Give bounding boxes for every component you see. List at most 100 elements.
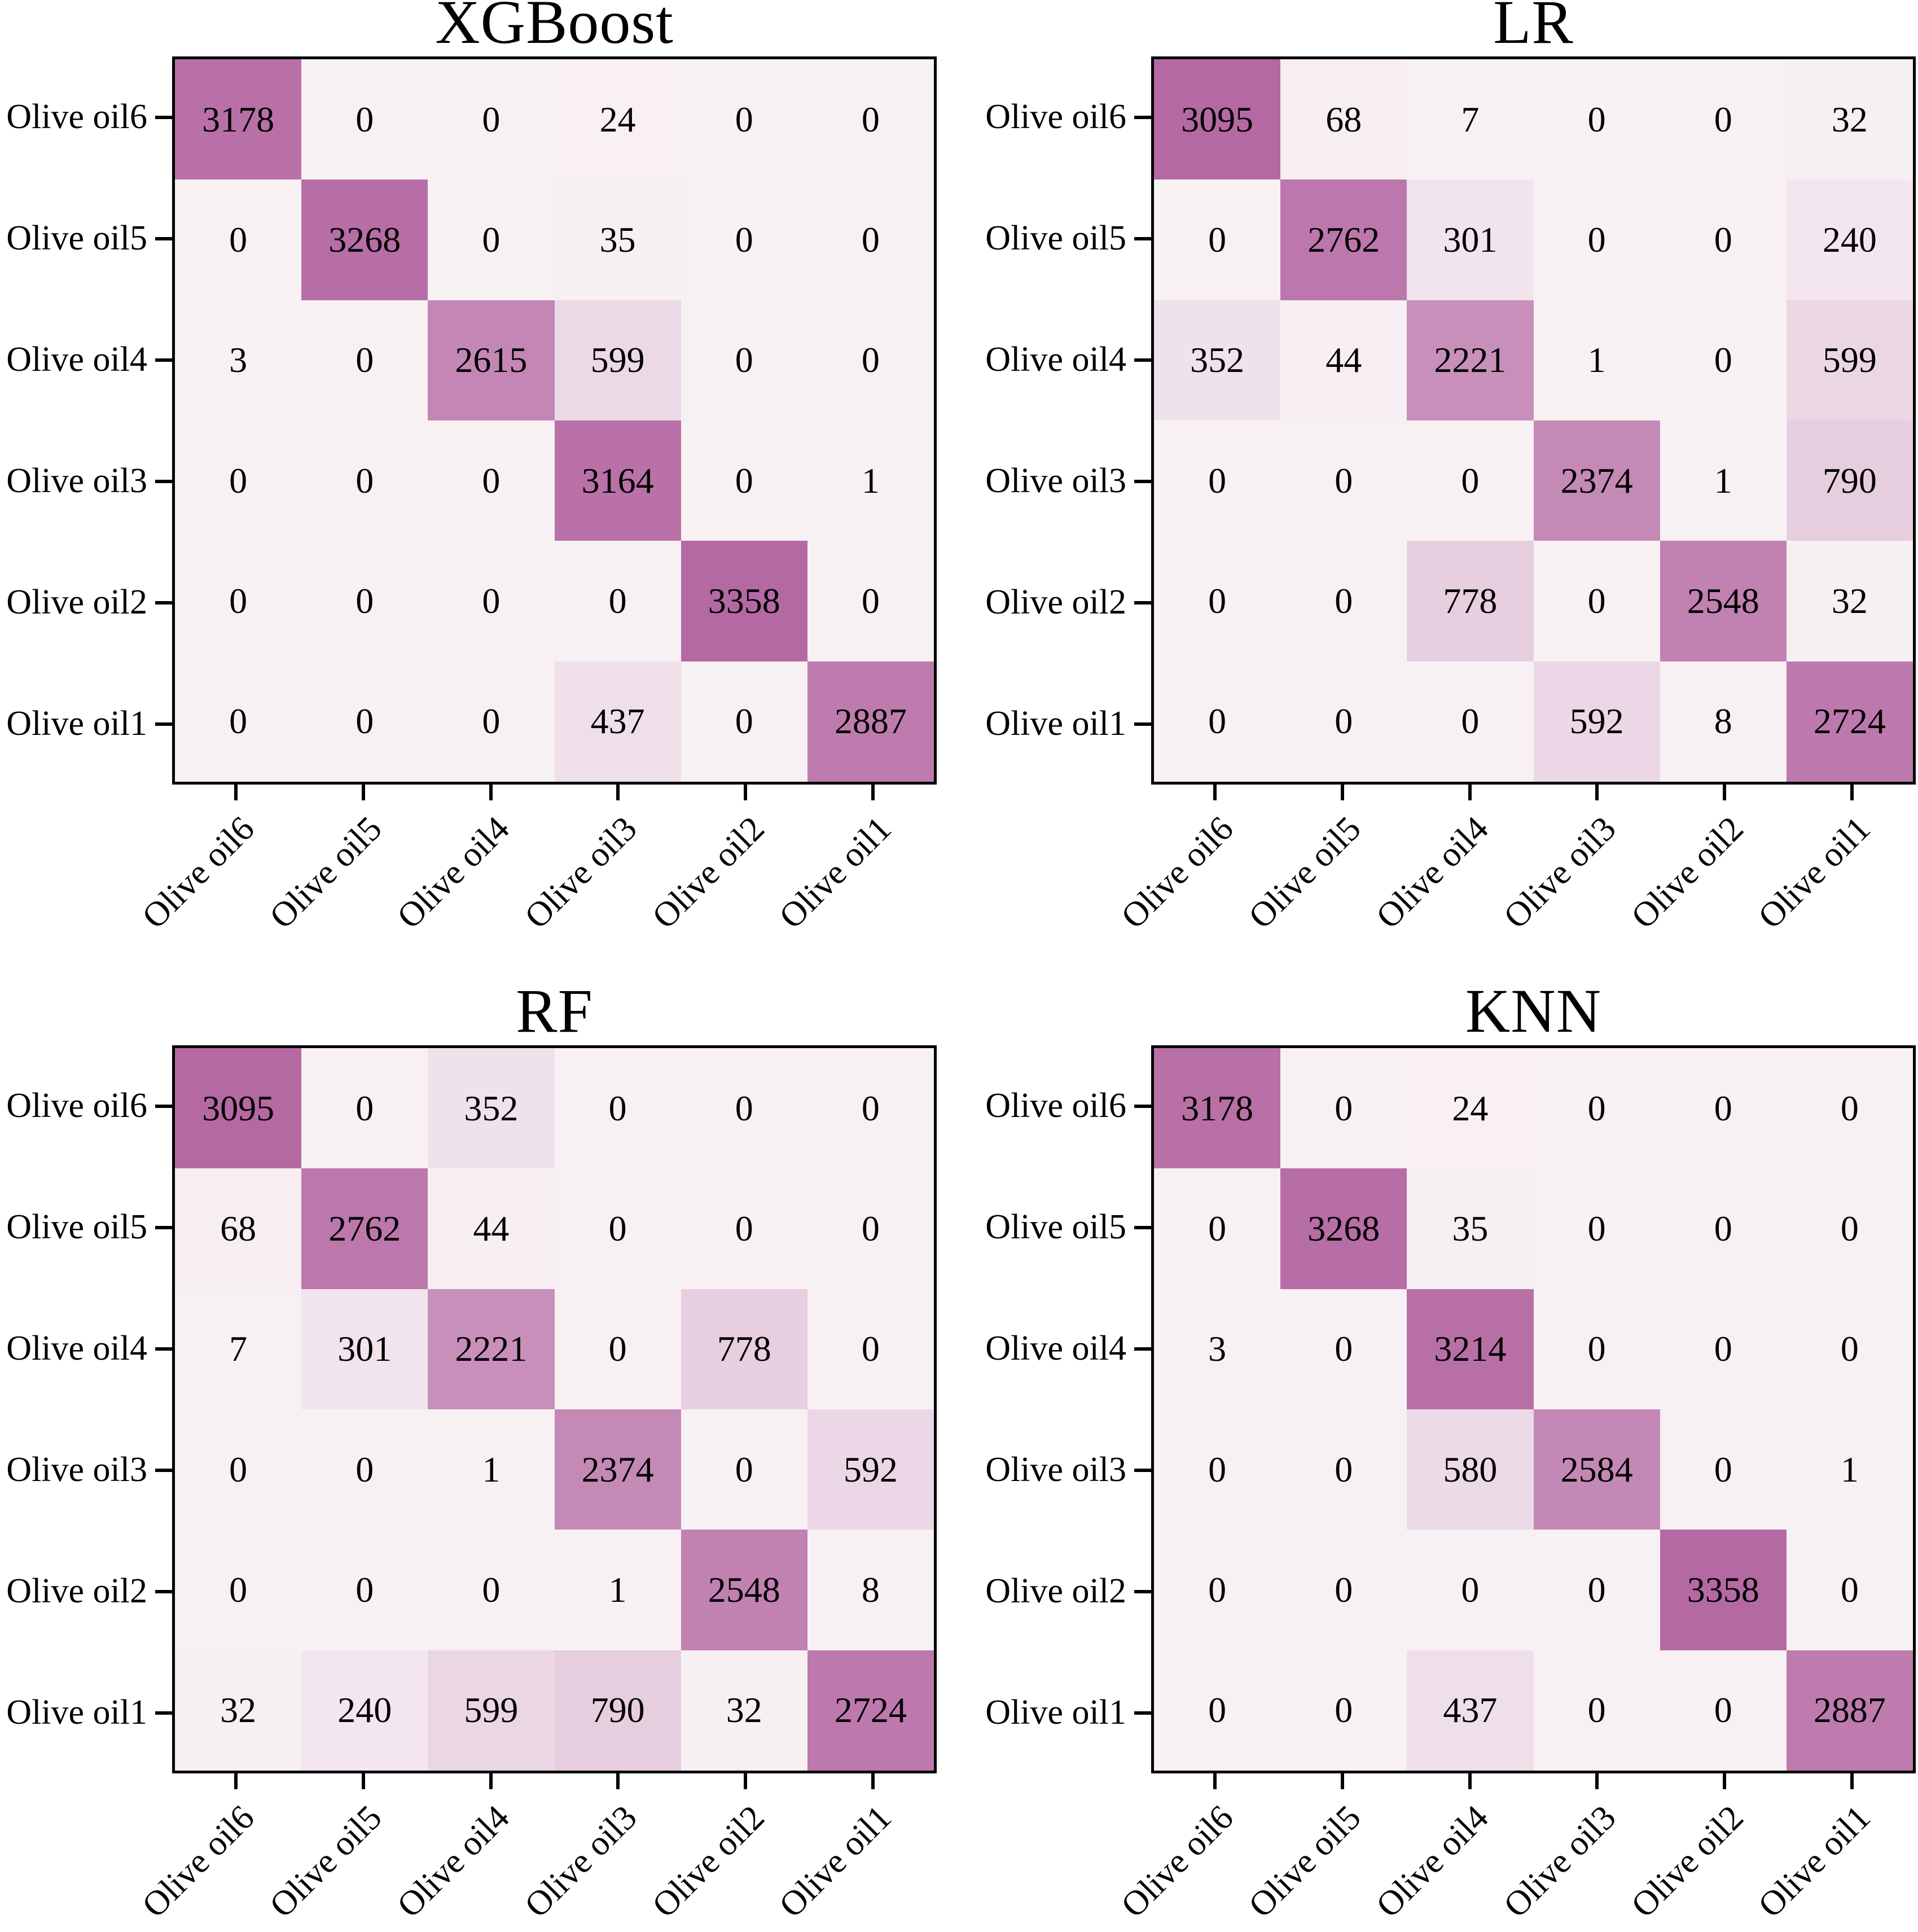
cell-value: 0 [861,1088,880,1128]
heatmap-cell: 3358 [681,541,807,661]
heatmap-cell: 7 [1407,59,1534,180]
heatmap-cell: 240 [1786,179,1913,300]
y-tick-mark [1134,358,1151,362]
heatmap-cell: 778 [681,1289,807,1409]
cell-value: 3358 [708,580,780,621]
cell-value: 0 [229,1449,248,1489]
y-tick-label: Olive oil6 [959,56,1151,178]
heatmap-cell: 301 [1407,179,1534,300]
x-tick-label-text: Olive oil3 [1496,1798,1623,1925]
cell-value: 0 [861,340,880,380]
y-tick-mark [155,1468,172,1472]
cell-value: 0 [1208,219,1227,260]
y-tick-label: Olive oil1 [0,663,172,785]
heatmap-cell: 2374 [1533,420,1660,541]
x-tick-mark [1850,785,1854,800]
cell-value: 0 [1335,1690,1353,1731]
heatmap-cell: 0 [301,661,428,782]
heatmap-cell: 3214 [1407,1289,1534,1409]
heatmap-cell: 8 [1660,661,1787,782]
heatmap-cell: 0 [807,300,934,420]
heatmap-cell: 240 [301,1650,428,1771]
cell-value: 0 [735,1088,753,1128]
y-tick-label-text: Olive oil1 [985,704,1126,743]
cell-value: 0 [1461,1569,1480,1610]
x-tick-mark [489,785,493,800]
heatmap-cell: 0 [807,1048,934,1169]
x-tick-mark [871,1773,875,1789]
heatmap-cell: 1 [1786,1409,1913,1530]
cell-value: 3214 [1434,1329,1507,1369]
x-tick-mark [871,785,875,800]
cell-value: 0 [1840,1208,1859,1248]
heatmap-cell: 0 [175,1530,302,1650]
cell-value: 0 [1714,1088,1732,1128]
cell-value: 0 [482,99,501,139]
heatmap-cell: 0 [1407,420,1534,541]
cell-value: 32 [726,1690,762,1731]
cell-value: 0 [1208,1208,1227,1248]
cell-value: 44 [473,1208,510,1248]
heatmap-cell: 0 [301,59,428,180]
heatmap-cell: 0 [807,59,934,180]
heatmap-cell: 35 [554,179,681,300]
y-tick-mark [155,601,172,604]
cell-value: 0 [1587,1088,1606,1128]
cell-value: 0 [1587,580,1606,621]
cell-value: 1 [482,1449,501,1489]
heatmap-cell: 1 [1533,300,1660,420]
y-tick-label-text: Olive oil1 [6,704,147,743]
heatmap-cell: 0 [1660,1409,1787,1530]
y-tick-label-text: Olive oil1 [6,1693,147,1732]
y-tick-mark [1134,1468,1151,1472]
y-tick-label: Olive oil5 [0,178,172,299]
heatmap-cell: 1 [554,1530,681,1650]
cell-value: 437 [1443,1690,1498,1731]
y-tick-label: Olive oil1 [959,1652,1151,1773]
cell-value: 0 [1208,1690,1227,1731]
cell-value: 580 [1443,1449,1498,1489]
cell-value: 0 [355,701,374,742]
heatmap-cell: 2887 [1786,1650,1913,1771]
heatmap-cell: 1 [428,1409,555,1530]
y-tick-label-text: Olive oil3 [6,462,147,500]
heatmap-cell: 3178 [175,59,302,180]
heatmap-cell: 0 [1154,1409,1281,1530]
cell-value: 0 [355,340,374,380]
y-axis-labels: Olive oil6 Olive oil5 Olive oil4 Olive oil3… [0,56,172,785]
x-axis-labels: Olive oil6 Olive oil5 Olive oil4 Olive oil3… [1114,1773,1916,1932]
y-tick-label-text: Olive oil6 [985,98,1126,136]
cell-value: 3268 [1307,1208,1380,1248]
cell-value: 0 [355,1569,374,1610]
y-tick-label: Olive oil1 [0,1652,172,1773]
y-tick-mark [155,115,172,119]
cell-value: 0 [229,580,248,621]
cell-value: 0 [861,99,880,139]
heatmap-cell: 352 [428,1048,555,1169]
cell-value: 2887 [1813,1690,1886,1731]
cell-value: 24 [1452,1088,1489,1128]
heatmap-cell: 0 [807,179,934,300]
heatmap-cell: 0 [554,1168,681,1289]
heatmap-cell: 3268 [301,179,428,300]
y-axis-labels: Olive oil6 Olive oil5 Olive oil4 Olive oil3… [0,1045,172,1773]
heatmap-cell: 0 [1407,661,1534,782]
cell-value: 2762 [1307,219,1380,260]
cell-value: 2762 [328,1208,401,1248]
heatmap-cell: 437 [1407,1650,1534,1771]
cell-value: 35 [599,219,636,260]
cell-value: 0 [735,219,753,260]
y-tick-label-text: Olive oil3 [985,1451,1126,1489]
heatmap-cell: 0 [1660,1048,1787,1169]
x-tick-label-text: Olive oil4 [1368,809,1496,936]
cell-value: 8 [1714,701,1732,742]
x-axis-labels: Olive oil6 Olive oil5 Olive oil4 Olive oil3… [135,1773,937,1932]
x-tick-label-text: Olive oil2 [1623,809,1751,936]
cell-value: 0 [1335,1329,1353,1369]
cell-value: 1 [608,1569,627,1610]
cell-value: 1 [1840,1449,1859,1489]
cell-value: 3164 [581,460,654,501]
y-tick-label-text: Olive oil2 [985,1572,1126,1610]
cell-value: 0 [1335,1569,1353,1610]
heatmap-cell: 3095 [1154,59,1281,180]
